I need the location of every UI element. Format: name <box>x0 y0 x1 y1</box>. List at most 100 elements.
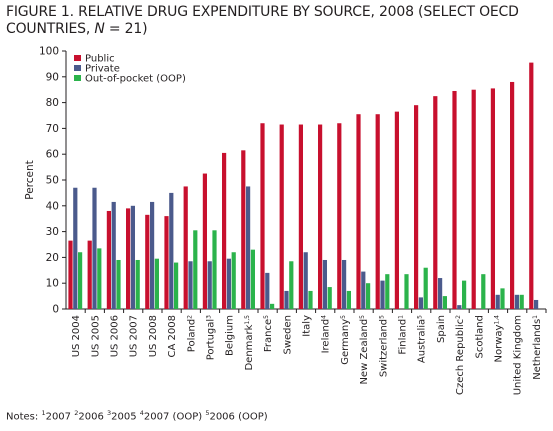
x-tick-label-note: 5 <box>417 315 424 319</box>
y-axis-label: Percent <box>24 160 36 200</box>
bar-public <box>68 240 73 309</box>
bar-private <box>130 205 135 309</box>
bar-public <box>87 240 92 309</box>
x-tick-label: US 2005 <box>90 315 101 357</box>
bar-private <box>246 186 251 309</box>
bar-private <box>226 258 231 309</box>
x-tick-label: Australia5 <box>417 315 428 363</box>
bar-out-of-pocket-oop <box>423 267 428 309</box>
y-tick-label: 60 <box>46 149 59 161</box>
x-tick-label-note: 3 <box>206 315 213 319</box>
x-tick-label-note: 5 <box>263 315 270 319</box>
figure-title-text: FIGURE 1. RELATIVE DRUG EXPENDITURE BY S… <box>6 4 519 37</box>
bar-public <box>452 90 457 310</box>
bar-public <box>126 208 131 309</box>
note-text: 2007 <box>45 411 75 423</box>
x-tick-label: Switzerland5 <box>378 315 389 377</box>
bar-public <box>337 123 342 310</box>
x-tick-label: Netherlands1 <box>532 315 543 380</box>
bar-out-of-pocket-oop <box>327 287 332 309</box>
bar-out-of-pocket-oop <box>212 230 217 309</box>
bar-out-of-pocket-oop <box>366 283 371 309</box>
bar-private <box>207 261 212 309</box>
bar-public <box>375 114 380 310</box>
bar-public <box>279 124 284 309</box>
bar-private <box>495 294 500 309</box>
bar-out-of-pocket-oop <box>270 303 275 309</box>
bar-private <box>265 272 270 309</box>
x-tick-label: Czech Republic2 <box>455 315 466 395</box>
legend-label: Private <box>85 64 120 75</box>
bar-public <box>471 89 476 309</box>
bar-public <box>318 124 323 309</box>
bar-public <box>202 173 207 309</box>
bar-out-of-pocket-oop <box>250 249 255 309</box>
bar-public <box>394 111 399 309</box>
bar-public <box>260 123 265 310</box>
bar-out-of-pocket-oop <box>442 296 447 309</box>
bar-out-of-pocket-oop <box>404 274 409 309</box>
x-tick-label: Italy <box>302 315 313 337</box>
figure-title-n: N <box>94 21 105 37</box>
bar-public <box>145 214 150 309</box>
bar-public <box>222 152 227 309</box>
bar-private <box>438 278 443 309</box>
x-tick-label: CA 2008 <box>167 315 178 357</box>
bar-out-of-pocket-oop <box>135 259 140 309</box>
y-tick-label: 70 <box>46 123 59 135</box>
x-tick-label: Sweden <box>282 315 293 355</box>
bar-private <box>380 280 385 309</box>
bar-public <box>241 150 246 309</box>
y-tick-label: 90 <box>46 71 59 83</box>
bar-out-of-pocket-oop <box>308 290 313 309</box>
note-marker: 5 <box>205 409 210 417</box>
bar-out-of-pocket-oop <box>78 252 83 309</box>
note-marker: 2 <box>74 409 79 417</box>
bar-private <box>169 192 174 309</box>
figure-title-tail: = 21) <box>104 21 148 37</box>
bar-private <box>111 201 116 309</box>
x-tick-label: Finland1 <box>398 315 409 355</box>
x-tick-label: Poland2 <box>186 315 197 352</box>
bar-public <box>298 124 303 309</box>
bar-out-of-pocket-oop <box>193 230 198 309</box>
x-tick-label: Portugal3 <box>206 315 217 360</box>
x-tick-label: US 2007 <box>129 315 140 357</box>
bar-out-of-pocket-oop <box>500 288 505 309</box>
figure-title: FIGURE 1. RELATIVE DRUG EXPENDITURE BY S… <box>6 4 546 38</box>
bar-out-of-pocket-oop <box>116 259 121 309</box>
notes-prefix: Notes: <box>6 411 42 423</box>
x-tick-label: Norway1,4 <box>494 315 505 363</box>
x-tick-label: Denmark1,5 <box>244 315 255 371</box>
bar-out-of-pocket-oop <box>154 258 159 309</box>
x-tick-label: Germany5 <box>340 315 351 365</box>
note-marker: 3 <box>107 409 112 417</box>
x-tick-label: France5 <box>263 315 274 352</box>
y-tick-label: 20 <box>46 252 59 264</box>
bar-private <box>457 305 462 309</box>
x-tick-label-note: 1 <box>398 315 405 319</box>
x-tick-label-note: 1,5 <box>244 315 251 325</box>
bar-private <box>73 187 78 309</box>
bar-out-of-pocket-oop <box>462 280 467 309</box>
y-tick-label: 30 <box>46 226 59 238</box>
bar-private <box>322 259 327 309</box>
note-marker: 1 <box>41 409 46 417</box>
x-tick-label-note: 5 <box>359 315 366 319</box>
bar-public <box>510 81 515 310</box>
legend-label: Public <box>85 54 115 65</box>
bar-private <box>418 297 423 309</box>
bar-private <box>342 259 347 309</box>
x-tick-label: United Kingdom <box>513 315 524 395</box>
bar-private <box>188 261 193 309</box>
bar-out-of-pocket-oop <box>385 274 390 309</box>
legend-swatch <box>74 65 81 71</box>
x-tick-label: US 2006 <box>110 315 121 357</box>
y-tick-label: 100 <box>39 46 59 58</box>
bar-out-of-pocket-oop <box>346 290 351 309</box>
bar-private <box>92 187 97 309</box>
bar-private <box>514 294 519 309</box>
bar-public <box>356 114 361 310</box>
note-text: 2006 <box>78 411 107 423</box>
bar-private <box>361 271 366 309</box>
